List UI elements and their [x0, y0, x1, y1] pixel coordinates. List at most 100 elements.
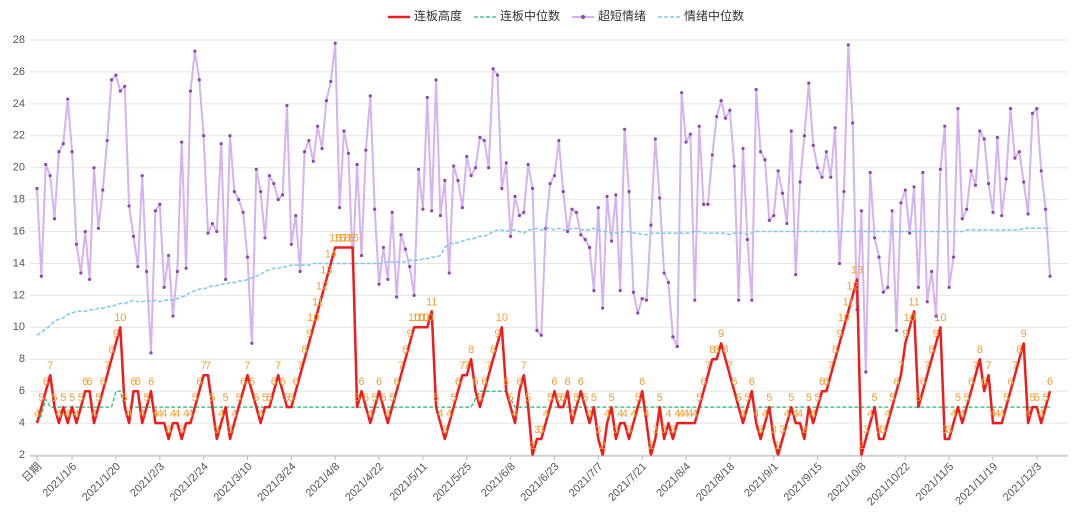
data-label: 5: [657, 392, 663, 404]
data-label: 10: [838, 312, 850, 324]
data-label: 6: [240, 376, 246, 388]
data-label: 6: [639, 376, 645, 388]
y-tick-label: 12: [13, 289, 25, 301]
point: [592, 288, 596, 293]
data-label: 6: [455, 376, 461, 388]
data-label: 4: [959, 408, 965, 420]
point: [864, 370, 868, 374]
data-label: 4: [810, 408, 816, 420]
data-label: 7: [459, 360, 465, 372]
point: [767, 218, 771, 222]
data-label: 5: [766, 392, 772, 404]
data-label: 10: [307, 312, 319, 324]
point: [364, 148, 368, 152]
point: [136, 265, 140, 269]
point: [522, 210, 526, 214]
point: [465, 154, 469, 159]
point: [206, 231, 210, 235]
point: [460, 205, 464, 210]
data-label: 4: [65, 408, 71, 420]
point: [219, 142, 223, 146]
point: [570, 207, 574, 211]
point: [48, 174, 52, 178]
point: [162, 285, 166, 290]
data-label: 4: [740, 408, 746, 420]
point: [294, 213, 298, 218]
point: [517, 213, 521, 218]
data-label: 9: [933, 328, 939, 340]
data-label: 3: [595, 424, 601, 436]
point: [403, 247, 407, 251]
data-label: 3: [227, 424, 233, 436]
data-label: 4: [152, 408, 158, 420]
y-tick-label: 22: [13, 130, 25, 142]
point: [316, 124, 320, 128]
data-label: 5: [815, 392, 821, 404]
data-label: 5: [582, 392, 588, 404]
point: [412, 293, 416, 297]
point: [925, 300, 929, 304]
data-label: 5: [38, 392, 44, 404]
data-label: 7: [521, 360, 527, 372]
point: [272, 182, 276, 186]
point: [951, 255, 956, 259]
data-label: 6: [293, 376, 299, 388]
data-label: 5: [389, 392, 395, 404]
data-label: 3: [179, 424, 185, 436]
data-label: 2: [648, 440, 654, 452]
data-label: 15: [338, 232, 350, 244]
data-label: 9: [407, 328, 413, 340]
data-label: 4: [586, 408, 592, 420]
data-label: 3: [613, 424, 619, 436]
point: [763, 158, 767, 162]
data-label: 8: [929, 344, 935, 356]
data-label: 6: [135, 376, 141, 388]
point: [311, 159, 315, 163]
data-label: 4: [139, 408, 145, 420]
point: [535, 328, 539, 333]
data-label: 5: [433, 392, 439, 404]
point: [1017, 150, 1021, 154]
data-label: 6: [249, 376, 255, 388]
point: [868, 170, 872, 175]
point: [171, 314, 175, 318]
data-label: 3: [779, 424, 785, 436]
point: [44, 162, 48, 167]
point: [890, 209, 894, 213]
y-tick-label: 16: [13, 225, 25, 237]
data-label: 4: [797, 408, 803, 420]
data-label: 5: [591, 392, 597, 404]
data-label: 5: [380, 392, 386, 404]
data-label: 7: [828, 360, 834, 372]
data-label: 9: [113, 328, 119, 340]
point: [824, 150, 828, 154]
point: [285, 103, 289, 108]
data-label: 4: [994, 408, 1000, 420]
point: [662, 271, 666, 275]
point: [807, 81, 811, 85]
data-label: 9: [1021, 328, 1027, 340]
point: [833, 126, 837, 130]
data-label: 4: [187, 408, 193, 420]
data-label: 6: [43, 376, 49, 388]
point: [381, 245, 386, 250]
point: [447, 271, 451, 275]
data-label: 5: [560, 392, 566, 404]
point: [548, 182, 552, 186]
data-label: 4: [692, 408, 698, 420]
point: [811, 143, 815, 147]
point: [1048, 274, 1052, 278]
data-label: 6: [981, 376, 987, 388]
data-label: 4: [990, 408, 996, 420]
data-label: 4: [385, 408, 391, 420]
point: [601, 306, 605, 310]
point: [969, 169, 973, 173]
data-label: 8: [709, 344, 715, 356]
point: [894, 328, 899, 333]
point: [307, 138, 311, 143]
point: [842, 190, 846, 194]
data-label: 4: [231, 408, 237, 420]
data-label: 5: [363, 392, 369, 404]
point: [197, 78, 201, 82]
point: [750, 298, 754, 302]
